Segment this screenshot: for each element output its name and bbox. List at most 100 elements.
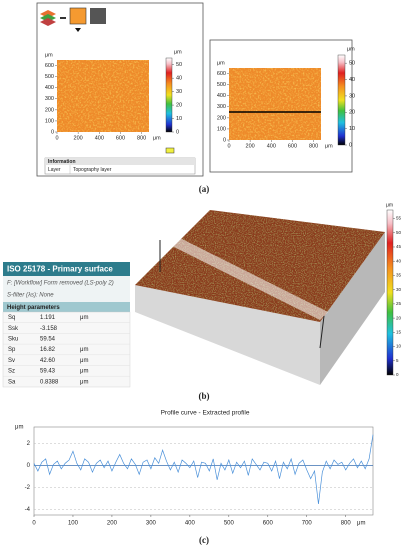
x-tick-label: 800 [137, 135, 146, 141]
panel-label: (c) [199, 535, 209, 545]
table-cell: Sq [8, 315, 15, 321]
x-tick-label: 200 [107, 521, 118, 527]
y-tick-label: 200 [45, 107, 54, 113]
table-cell: 59.54 [40, 336, 56, 342]
y-tick-label: 100 [45, 118, 54, 124]
colorbar-unit: μm [386, 202, 393, 208]
panel-label: (b) [199, 391, 210, 401]
table-cell: μm [80, 369, 88, 375]
table-cell: μm [80, 379, 88, 385]
x-tick-label: 400 [95, 135, 104, 141]
info-value: Topography layer [73, 167, 112, 173]
y-tick-label: 500 [45, 74, 54, 80]
table-title: ISO 25178 - Primary surface [7, 265, 113, 274]
colorbar-tick-label: 20 [176, 103, 182, 109]
x-axis-unit: μm [325, 143, 333, 149]
x-tick-label: 200 [246, 143, 255, 149]
table-cell: μm [80, 347, 88, 353]
y-tick-label: 400 [45, 85, 54, 91]
table-cell: Sku [8, 336, 18, 342]
table-cell: μm [80, 358, 88, 364]
colorbar-tick-label: 20 [396, 315, 402, 320]
colorbar-tick-label: 10 [176, 116, 182, 122]
x-tick-label: 300 [146, 521, 157, 527]
table-rows: Sq 1.191 μm Ssk -3.158 Sku 59.54 Sp 16.82 μm Sv 42.… [3, 315, 130, 385]
colorbar [165, 57, 173, 133]
y-tick-label: -2 [25, 485, 31, 491]
y-tick-label: 500 [217, 82, 226, 88]
x-tick-label: 0 [55, 135, 58, 141]
colorbar [386, 209, 394, 376]
toolbar-icons [40, 7, 106, 32]
colorbar-tick-label: 5 [396, 358, 399, 363]
y-tick-label: 2 [27, 441, 31, 447]
y-tick-label: 600 [217, 71, 226, 77]
info-key: Layer [48, 167, 61, 173]
x-tick-label: 800 [341, 521, 352, 527]
table-cell: -3.158 [40, 326, 58, 332]
colorbar-tick-label: 50 [396, 230, 402, 235]
colorbar-tick-label: 20 [349, 110, 355, 116]
profile-line [33, 434, 374, 505]
table-cell: 1.191 [40, 315, 56, 321]
surface-3d [135, 210, 385, 385]
panel-label: (a) [199, 184, 210, 194]
colorbar-tick-label: 35 [396, 273, 402, 278]
y-axis-label: μm [15, 425, 23, 431]
y-tick-label: 400 [217, 93, 226, 99]
y-tick-label: 100 [217, 126, 226, 132]
table-filter: F: [Workflow] Form removed (LS-poly 2) [7, 281, 114, 287]
x-axis-unit: μm [153, 135, 161, 141]
x-tick-label: 400 [185, 521, 196, 527]
x-tick-label: 600 [116, 135, 125, 141]
colorbar-tick-label: 55 [396, 216, 402, 221]
table-cell: Sz [8, 369, 15, 375]
y-tick-label: 0 [27, 463, 31, 469]
y-tick-label: 0 [51, 129, 54, 135]
colorbar-tick-label: 40 [349, 77, 355, 83]
colorbar-tick-label: 30 [396, 287, 402, 292]
x-tick-label: 800 [309, 143, 318, 149]
colorbar-unit: μm [174, 49, 182, 55]
y-axis-unit: μm [217, 60, 225, 66]
x-tick-label: 0 [32, 521, 36, 527]
x-tick-label: 600 [288, 143, 297, 149]
x-tick-label: 200 [74, 135, 83, 141]
colorbar-tick-label: 50 [349, 61, 355, 67]
x-tick-label: 100 [68, 521, 79, 527]
colorbar-tick-label: 30 [176, 89, 182, 95]
table-cell: μm [80, 315, 88, 321]
y-tick-label: 300 [45, 96, 54, 102]
table-cell: Sv [8, 358, 15, 364]
colorbar-tick-label: 30 [349, 93, 355, 99]
chart-title: Profile curve - Extracted profile [161, 410, 250, 417]
colorbar-tick-label: 25 [396, 301, 402, 306]
y-tick-label: 200 [217, 115, 226, 121]
colorbar-tick-label: 0 [176, 129, 179, 135]
table-cell: 42.60 [40, 358, 56, 364]
table-cell: 16.82 [40, 347, 56, 353]
info-header [45, 158, 195, 165]
x-tick-label: 700 [302, 521, 313, 527]
info-title: Information [48, 159, 76, 165]
plot-frame [33, 426, 374, 516]
colorbar-unit: μm [347, 46, 355, 52]
colorbar-tick-label: 0 [349, 142, 352, 148]
colorbar-tick-label: 40 [396, 258, 402, 263]
table-section: Height parameters [7, 305, 60, 311]
x-tick-label: 400 [267, 143, 276, 149]
y-tick-label: -4 [25, 507, 31, 513]
table-s-filter: S-filter (λs): None [7, 293, 54, 299]
x-tick-label: 600 [263, 521, 274, 527]
y-tick-label: 0 [223, 137, 226, 143]
colorbar-tick-label: 40 [176, 76, 182, 82]
parameter-table [2, 262, 131, 388]
table-cell: Ssk [8, 326, 19, 332]
table-cell: Sp [8, 347, 16, 353]
x-axis-label: μm [357, 521, 365, 527]
height-map-texture [229, 68, 321, 140]
colorbar [337, 54, 346, 146]
colorbar-tick-label: 45 [396, 244, 402, 249]
table-cell: 0.8388 [40, 379, 59, 385]
